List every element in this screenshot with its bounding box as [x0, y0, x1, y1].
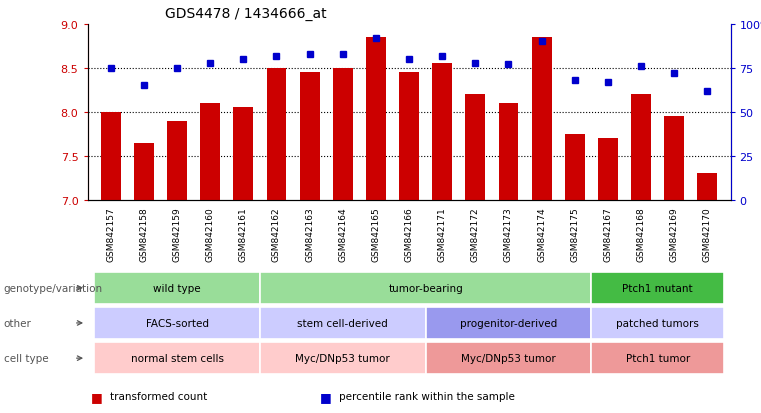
Bar [425, 307, 591, 339]
Bar [366, 38, 386, 200]
Text: patched tumors: patched tumors [616, 318, 699, 328]
Text: GSM842167: GSM842167 [603, 207, 613, 262]
Text: stem cell-derived: stem cell-derived [298, 318, 388, 328]
Bar [94, 342, 260, 374]
Text: GSM842161: GSM842161 [239, 207, 248, 262]
Bar [466, 95, 486, 200]
Text: GSM842162: GSM842162 [272, 207, 281, 261]
Text: Myc/DNp53 tumor: Myc/DNp53 tumor [461, 353, 556, 363]
Text: GSM842169: GSM842169 [670, 207, 679, 262]
Bar [425, 342, 591, 374]
Text: other: other [4, 318, 32, 328]
Bar [498, 104, 518, 200]
Text: GSM842173: GSM842173 [504, 207, 513, 262]
Bar [260, 342, 425, 374]
Bar [260, 272, 591, 304]
Bar [432, 64, 452, 200]
Text: GSM842163: GSM842163 [305, 207, 314, 262]
Text: cell type: cell type [4, 353, 49, 363]
Text: genotype/variation: genotype/variation [4, 283, 103, 293]
Bar [260, 307, 425, 339]
Text: GSM842160: GSM842160 [205, 207, 215, 262]
Text: Ptch1 tumor: Ptch1 tumor [626, 353, 689, 363]
Text: tumor-bearing: tumor-bearing [388, 283, 463, 293]
Text: FACS-sorted: FACS-sorted [145, 318, 209, 328]
Text: GSM842172: GSM842172 [471, 207, 480, 261]
Bar [300, 73, 320, 200]
Text: GSM842175: GSM842175 [570, 207, 579, 262]
Bar [532, 38, 552, 200]
Bar [598, 139, 618, 200]
Bar [697, 174, 718, 200]
Text: GSM842171: GSM842171 [438, 207, 447, 262]
Text: GSM842164: GSM842164 [338, 207, 347, 261]
Text: GSM842158: GSM842158 [139, 207, 148, 262]
Bar [94, 272, 260, 304]
Bar [333, 69, 352, 200]
Text: wild type: wild type [153, 283, 201, 293]
Bar [399, 73, 419, 200]
Bar [565, 135, 584, 200]
Bar [664, 117, 684, 200]
Text: ■: ■ [91, 390, 103, 403]
Bar [234, 108, 253, 200]
Text: Ptch1 mutant: Ptch1 mutant [622, 283, 693, 293]
Text: GDS4478 / 1434666_at: GDS4478 / 1434666_at [164, 7, 326, 21]
Bar [591, 342, 724, 374]
Text: GSM842157: GSM842157 [107, 207, 115, 262]
Bar [167, 121, 187, 200]
Bar [591, 272, 724, 304]
Text: GSM842166: GSM842166 [405, 207, 413, 262]
Bar [134, 143, 154, 200]
Text: progenitor-derived: progenitor-derived [460, 318, 557, 328]
Text: GSM842165: GSM842165 [371, 207, 380, 262]
Text: ■: ■ [320, 390, 331, 403]
Text: Myc/DNp53 tumor: Myc/DNp53 tumor [295, 353, 390, 363]
Text: GSM842174: GSM842174 [537, 207, 546, 261]
Bar [631, 95, 651, 200]
Bar [200, 104, 220, 200]
Bar [94, 307, 260, 339]
Text: GSM842168: GSM842168 [636, 207, 645, 262]
Bar [100, 113, 121, 200]
Bar [591, 307, 724, 339]
Text: normal stem cells: normal stem cells [130, 353, 224, 363]
Text: percentile rank within the sample: percentile rank within the sample [339, 391, 514, 401]
Bar [266, 69, 286, 200]
Text: GSM842159: GSM842159 [173, 207, 182, 262]
Text: GSM842170: GSM842170 [703, 207, 712, 262]
Text: transformed count: transformed count [110, 391, 208, 401]
